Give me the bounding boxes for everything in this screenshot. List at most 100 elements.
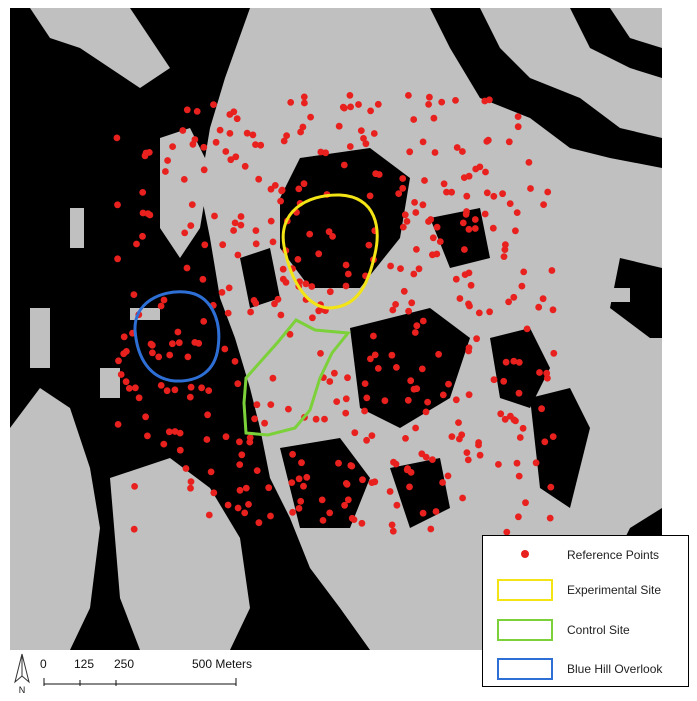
reference-point bbox=[321, 415, 328, 423]
reference-point bbox=[363, 436, 370, 444]
reference-point bbox=[238, 451, 246, 459]
reference-point bbox=[399, 184, 407, 192]
reference-point bbox=[139, 209, 147, 217]
reference-point bbox=[165, 428, 173, 436]
reference-point bbox=[339, 103, 347, 111]
reference-point bbox=[510, 357, 518, 365]
reference-point bbox=[490, 192, 498, 200]
reference-point bbox=[495, 461, 502, 468]
reference-point bbox=[297, 128, 304, 136]
terrain-right-band bbox=[480, 8, 662, 138]
scale-tick-label: 250 bbox=[114, 657, 135, 671]
reference-point bbox=[288, 479, 296, 486]
reference-point bbox=[476, 451, 484, 459]
reference-point bbox=[547, 483, 555, 491]
reference-point bbox=[205, 387, 213, 394]
reference-point bbox=[439, 479, 446, 486]
reference-point bbox=[510, 416, 518, 424]
reference-point bbox=[253, 401, 261, 409]
reference-point bbox=[122, 378, 130, 386]
reference-point bbox=[411, 199, 418, 206]
reference-point bbox=[234, 380, 242, 388]
reference-point bbox=[241, 509, 249, 517]
reference-point bbox=[226, 111, 234, 118]
reference-point bbox=[211, 212, 218, 220]
reference-point bbox=[465, 391, 473, 399]
reference-point bbox=[405, 307, 412, 315]
reference-point bbox=[114, 421, 122, 428]
reference-point-dot-icon bbox=[521, 550, 529, 558]
reference-point bbox=[155, 353, 163, 361]
reference-point bbox=[388, 351, 396, 359]
reference-point bbox=[346, 92, 354, 99]
reference-point bbox=[187, 484, 194, 492]
reference-point bbox=[430, 114, 438, 122]
reference-point bbox=[443, 188, 450, 196]
reference-point bbox=[269, 374, 277, 382]
legend-label: Reference Points bbox=[567, 548, 660, 562]
reference-point bbox=[120, 350, 128, 358]
terrain-upper-right-patch bbox=[610, 8, 662, 48]
reference-point bbox=[179, 127, 187, 134]
reference-point bbox=[389, 306, 397, 314]
control-site-outline bbox=[242, 318, 351, 437]
legend-item-experimental-site: Experimental Site bbox=[483, 579, 688, 603]
terrain-upper-left bbox=[30, 8, 170, 88]
reference-point bbox=[539, 295, 547, 303]
reference-point bbox=[544, 374, 551, 382]
reference-point bbox=[255, 519, 263, 527]
reference-point bbox=[514, 113, 522, 120]
reference-point bbox=[500, 377, 508, 385]
scale-tick-label: 125 bbox=[74, 657, 95, 671]
reference-point bbox=[222, 433, 230, 441]
reference-point bbox=[342, 409, 350, 417]
reference-point bbox=[368, 432, 376, 439]
reference-point bbox=[514, 123, 522, 131]
reference-point bbox=[461, 271, 469, 278]
reference-point bbox=[120, 333, 128, 341]
reference-point bbox=[381, 397, 389, 405]
reference-point bbox=[319, 517, 327, 524]
reference-point bbox=[344, 270, 352, 278]
speck bbox=[150, 568, 200, 588]
reference-point bbox=[532, 459, 540, 467]
reference-point bbox=[440, 180, 448, 188]
reference-point bbox=[271, 182, 279, 189]
reference-point bbox=[285, 405, 292, 413]
reference-point bbox=[243, 129, 251, 137]
scale-bar-line bbox=[43, 678, 237, 686]
reference-point bbox=[130, 525, 138, 533]
reference-point bbox=[426, 93, 433, 101]
reference-point bbox=[413, 322, 421, 330]
reference-point bbox=[497, 410, 505, 418]
reference-point bbox=[221, 345, 229, 353]
reference-point bbox=[483, 189, 491, 197]
dark-patch bbox=[350, 308, 470, 428]
reference-point bbox=[145, 149, 153, 156]
reference-point bbox=[298, 459, 305, 467]
reference-point bbox=[527, 185, 534, 192]
reference-point bbox=[302, 280, 310, 288]
speck bbox=[130, 308, 160, 320]
reference-point bbox=[501, 415, 509, 423]
scale-tick-label: 500 Meters bbox=[192, 657, 253, 671]
reference-point bbox=[255, 175, 263, 183]
reference-point bbox=[404, 396, 412, 404]
reference-point bbox=[515, 513, 522, 521]
legend: Reference Points Experimental Site Contr… bbox=[482, 535, 689, 687]
reference-point bbox=[183, 106, 191, 114]
reference-point bbox=[225, 284, 233, 292]
reference-point bbox=[219, 241, 227, 249]
reference-point bbox=[371, 351, 379, 359]
reference-point bbox=[149, 349, 156, 357]
reference-point bbox=[232, 153, 240, 161]
reference-point bbox=[160, 440, 168, 448]
reference-point bbox=[419, 509, 427, 517]
reference-point bbox=[519, 424, 527, 432]
reference-point bbox=[422, 408, 430, 416]
reference-point bbox=[162, 168, 169, 175]
dark-patch bbox=[240, 248, 280, 308]
reference-point bbox=[144, 210, 152, 218]
reference-point bbox=[326, 378, 334, 385]
reference-point bbox=[218, 289, 226, 296]
